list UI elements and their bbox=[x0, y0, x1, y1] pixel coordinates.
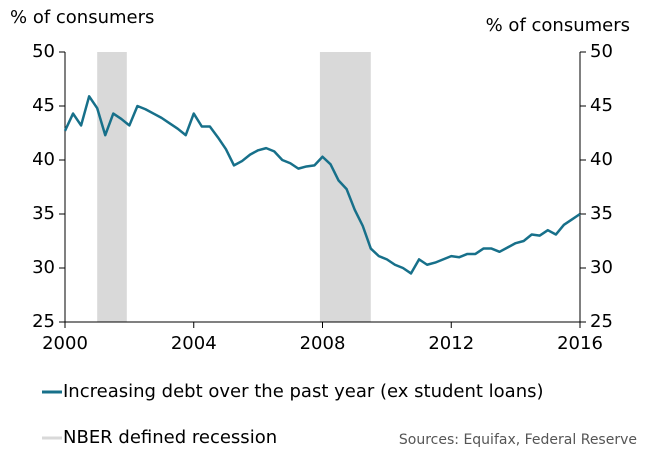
legend-label: Increasing debt over the past year (ex s… bbox=[63, 381, 544, 402]
y-tick-label: 25 bbox=[32, 311, 55, 332]
series-line bbox=[63, 95, 581, 275]
y-axis-label: % of consumers bbox=[10, 7, 154, 28]
x-tick-label: 2004 bbox=[171, 333, 217, 354]
x-tick-label: 2000 bbox=[42, 333, 88, 354]
y2-tick-label: 25 bbox=[590, 311, 613, 332]
y-tick-label: 50 bbox=[32, 41, 55, 62]
recession-band bbox=[97, 52, 127, 322]
x-tick-label: 2008 bbox=[300, 333, 346, 354]
x-tick-label: 2016 bbox=[557, 333, 603, 354]
y-tick-label: 35 bbox=[32, 203, 55, 224]
y2-tick-label: 45 bbox=[590, 95, 613, 116]
x-tick-label: 2012 bbox=[428, 333, 474, 354]
y2-axis-label: % of consumers bbox=[486, 15, 630, 36]
y-tick-label: 40 bbox=[32, 149, 55, 170]
y2-tick-label: 35 bbox=[590, 203, 613, 224]
y2-tick-label: 50 bbox=[590, 41, 613, 62]
y-tick-label: 30 bbox=[32, 257, 55, 278]
source-note: Sources: Equifax, Federal Reserve bbox=[399, 432, 637, 448]
y2-tick-label: 30 bbox=[590, 257, 613, 278]
legend-label: NBER defined recession bbox=[63, 427, 277, 448]
y2-tick-label: 40 bbox=[590, 149, 613, 170]
y-tick-label: 45 bbox=[32, 95, 55, 116]
